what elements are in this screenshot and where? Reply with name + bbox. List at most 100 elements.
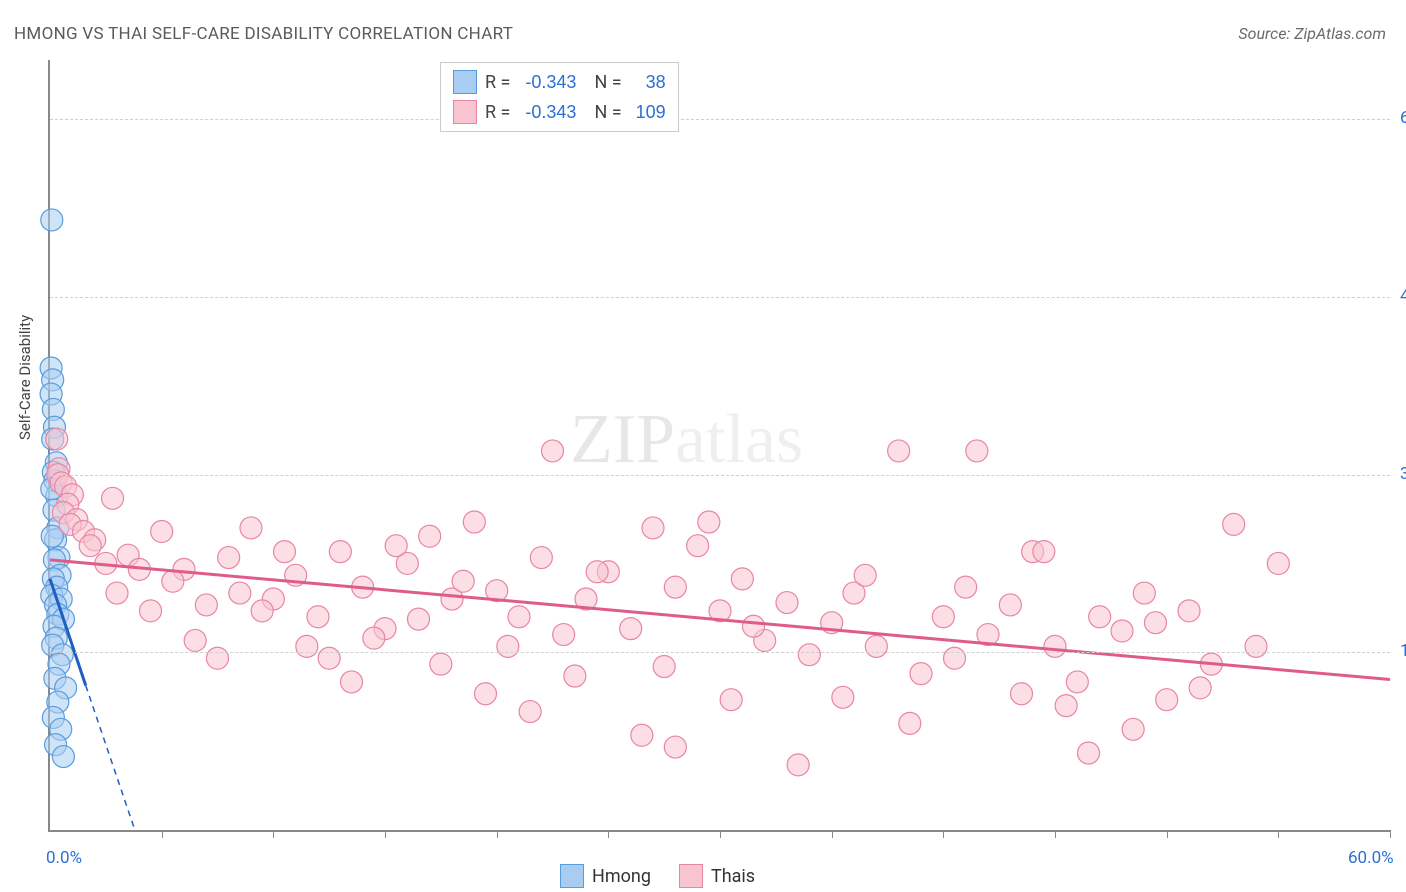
scatter-point [1223,513,1245,535]
scatter-point [1245,635,1267,657]
y-tick-label: 6.0% [1400,108,1406,128]
scatter-point [363,627,385,649]
x-tick [608,830,609,838]
series-legend-item: Hmong [560,864,651,888]
x-max-label: 60.0% [1348,848,1394,868]
scatter-point [1033,541,1055,563]
scatter-point [79,535,101,557]
n-label: N = [594,72,621,93]
legend-swatch [560,864,584,888]
gridline [50,119,1390,120]
scatter-point [1122,718,1144,740]
scatter-point [229,582,251,604]
scatter-point [296,635,318,657]
y-axis-label: Self-Care Disability [16,315,34,440]
scatter-point [999,594,1021,616]
r-value: -0.343 [518,102,576,123]
x-tick [720,830,721,838]
x-min-label: 0.0% [46,848,82,868]
scatter-point [966,440,988,462]
scatter-point [46,428,68,450]
scatter-point [1055,695,1077,717]
legend-swatch [453,70,477,94]
n-label: N = [594,102,621,123]
x-tick [1278,830,1279,838]
scatter-point [854,564,876,586]
scatter-point [832,686,854,708]
scatter-point [430,653,452,675]
scatter-point [162,570,184,592]
n-value: 38 [630,72,666,93]
x-tick [162,830,163,838]
scatter-point [1145,612,1167,634]
scatter-point [530,547,552,569]
scatter-point [653,656,675,678]
scatter-point [564,665,586,687]
scatter-point [1089,606,1111,628]
gridline [50,475,1390,476]
scatter-point [664,736,686,758]
scatter-point [251,600,273,622]
scatter-point [41,209,63,231]
x-tick [943,830,944,838]
scatter-point [687,535,709,557]
scatter-point [519,701,541,723]
scatter-point [218,547,240,569]
scatter-point [207,647,229,669]
scatter-point [1044,635,1066,657]
scatter-point [329,541,351,563]
scatter-point [586,561,608,583]
plot-area [48,60,1390,832]
scatter-point [307,606,329,628]
source-label: Source: ZipAtlas.com [1238,24,1386,43]
correlation-legend: R =-0.343N =38R =-0.343N =109 [440,62,679,132]
gridline [50,652,1390,653]
x-tick [1167,830,1168,838]
scatter-point [151,520,173,542]
scatter-point [865,635,887,657]
scatter-point [1011,683,1033,705]
scatter-point [932,606,954,628]
r-label: R = [485,72,510,93]
x-tick [385,830,386,838]
scatter-point [385,535,407,557]
scatter-point [955,576,977,598]
chart-title: HMONG VS THAI SELF-CARE DISABILITY CORRE… [14,24,513,44]
scatter-point [720,689,742,711]
scatter-point [798,644,820,666]
scatter-point [240,517,262,539]
scatter-point [274,541,296,563]
scatter-point [698,511,720,533]
scatter-point [1178,600,1200,622]
scatter-point [1189,677,1211,699]
series-legend: Hmong Thais [560,864,755,888]
scatter-point [664,576,686,598]
scatter-point [776,592,798,614]
series-legend-item: Thais [679,864,755,888]
y-tick-label: 4.5% [1400,286,1406,306]
x-tick [1390,830,1391,838]
scatter-point [888,440,910,462]
scatter-point [52,746,74,768]
scatter-point [408,608,430,630]
legend-swatch [679,864,703,888]
y-tick-label: 1.5% [1400,641,1406,661]
scatter-point [318,647,340,669]
scatter-point [184,629,206,651]
x-tick [497,830,498,838]
scatter-point [106,582,128,604]
chart-container: HMONG VS THAI SELF-CARE DISABILITY CORRE… [0,0,1406,892]
scatter-point [463,511,485,533]
scatter-point [508,606,530,628]
scatter-point [1066,671,1088,693]
scatter-svg [50,60,1390,830]
scatter-point [497,635,519,657]
scatter-point [743,615,765,637]
scatter-point [475,683,497,705]
x-tick [832,830,833,838]
scatter-point [195,594,217,616]
scatter-point [1111,620,1133,642]
x-tick [273,830,274,838]
scatter-point [553,624,575,646]
scatter-point [944,647,966,669]
